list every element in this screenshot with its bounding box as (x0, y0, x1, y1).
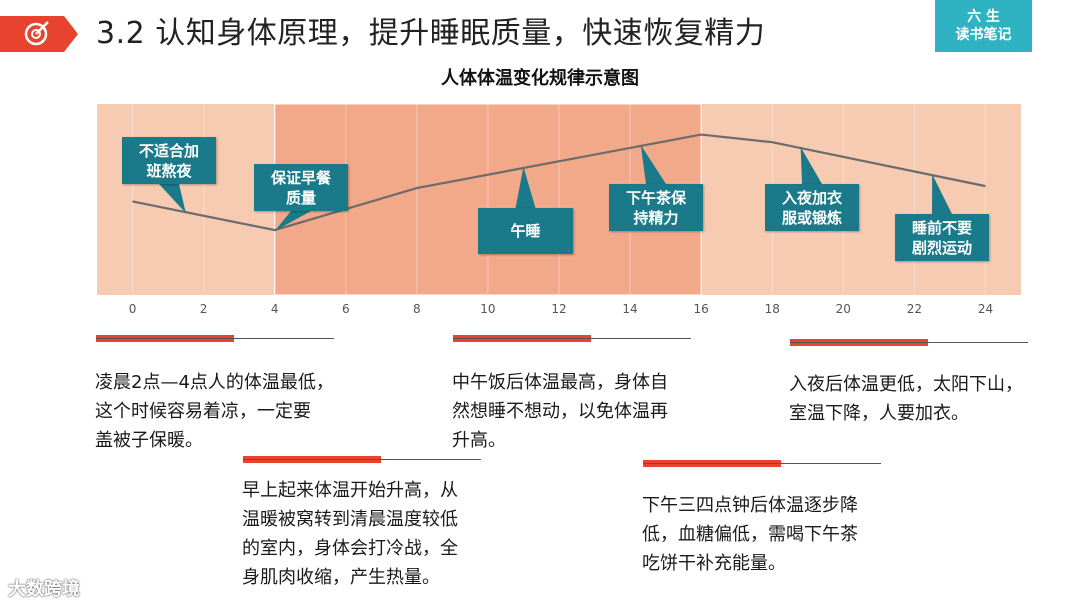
brand-line2: 读书笔记 (955, 27, 1012, 43)
callout-label: 入夜加衣 服或锻炼 (781, 188, 842, 227)
chart-callout: 下午茶保 持精力 (609, 184, 703, 231)
callout-label: 不适合加 班熬夜 (138, 141, 199, 180)
x-tick-label: 8 (413, 302, 421, 316)
chart-title: 人体体温变化规律示意图 (441, 68, 639, 89)
x-tick-label: 24 (977, 302, 994, 316)
x-tick-label: 10 (480, 302, 496, 316)
note-early-morning: 凌晨2点—4点人的体温最低， 这个时候容易着凉，一定要 盖被子保暖。 (95, 372, 334, 451)
brand-line1: 六 生 (967, 9, 1000, 25)
callout-pointer (800, 147, 822, 184)
x-tick-label: 0 (128, 302, 137, 316)
note-afternoon: 下午三四点钟后体温逐步降 低，血糖偏低，需喝下午茶 吃饼干补充能量。 (642, 495, 858, 574)
x-tick-label: 16 (693, 302, 709, 316)
x-tick-label: 12 (551, 302, 567, 316)
x-tick-label: 2 (199, 302, 208, 316)
note-rule (243, 459, 481, 460)
note-night: 入夜后体温更低，太阳下山， 室温下降，人要加衣。 (789, 374, 1023, 424)
callout-pointer (515, 166, 536, 208)
x-tick-label: 4 (270, 302, 279, 316)
x-tick-label: 22 (906, 302, 923, 316)
watermark: 大数跨境 (8, 579, 80, 600)
callout-label: 睡前不要 剧烈运动 (911, 218, 972, 257)
callout-pointer (159, 184, 186, 214)
section-tag (0, 12, 78, 56)
chart-callout: 保证早餐 质量 (254, 164, 348, 211)
note-rule (453, 338, 691, 339)
callout-pointer (932, 174, 952, 214)
callout-label: 午睡 (510, 222, 541, 240)
x-tick-label: 20 (835, 302, 851, 316)
x-tick-label: 18 (764, 302, 780, 316)
chart-callout: 午睡 (478, 208, 573, 254)
note-morning: 早上起来体温开始升高，从 温暖被窝转到清晨温度较低 的室内，身体会打冷战，全 身肌肉收… (242, 480, 458, 588)
note-rule (643, 463, 881, 464)
chart-callout: 不适合加 班熬夜 (122, 137, 216, 184)
callout-pointer (640, 144, 666, 184)
note-rule (790, 342, 1028, 343)
note-rule (96, 338, 334, 339)
temperature-line (132, 133, 986, 232)
callout-label: 保证早餐 质量 (270, 168, 331, 207)
target-icon (24, 22, 48, 46)
note-noon: 中午饭后体温最高，身体自 然想睡不想动，以免体温再 升高。 (452, 372, 668, 451)
x-tick-label: 6 (341, 302, 350, 316)
chart-callout: 睡前不要 剧烈运动 (895, 214, 989, 261)
x-tick-label: 14 (622, 302, 638, 316)
callout-label: 下午茶保 持精力 (625, 188, 686, 227)
page-title: 3.2 认知身体原理，提升睡眠质量，快速恢复精力 (96, 16, 766, 51)
chart-callout: 入夜加衣 服或锻炼 (765, 184, 859, 231)
brand-logo: 六 生 读书笔记 (935, 0, 1032, 52)
callout-pointer (274, 211, 311, 232)
